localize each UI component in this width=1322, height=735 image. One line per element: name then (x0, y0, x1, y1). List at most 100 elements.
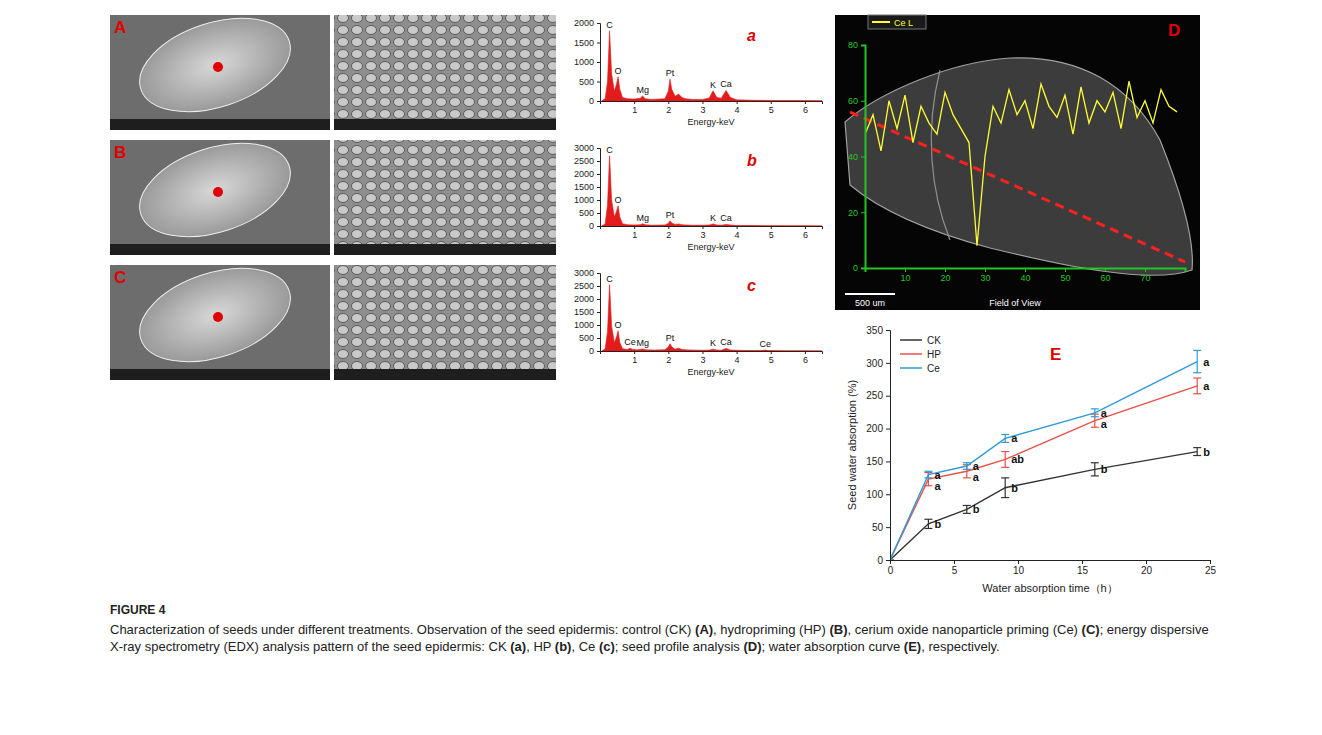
error-cap (924, 485, 932, 486)
sample-point (213, 62, 223, 72)
panel-label: D (1168, 21, 1180, 40)
tick-mark (597, 174, 600, 175)
axis-line (891, 561, 1211, 565)
legend-item: CK (900, 335, 941, 346)
tick-label: 3 (700, 105, 705, 115)
caption-segment: (C) (1082, 622, 1100, 637)
peak-label: Ca (720, 213, 732, 223)
tick: 4 (735, 226, 740, 240)
tick-label: 5 (952, 565, 958, 576)
caption-segment: , cerium oxide nanoparticle priming (Ce) (847, 622, 1081, 637)
tick-mark (597, 43, 600, 44)
error-cap (1001, 467, 1009, 468)
sem-panel: A (110, 1, 556, 130)
tick: 50 (872, 522, 890, 533)
tick-mark (597, 148, 600, 149)
error-cap (1091, 427, 1099, 428)
caption-segment: , Ce (571, 639, 598, 654)
scan-path (850, 112, 1185, 262)
tick-label: 1 (632, 355, 637, 365)
tick-mark (668, 226, 669, 229)
tick-mark (905, 268, 906, 272)
tick-mark (1210, 560, 1211, 564)
panel-label: a (747, 27, 756, 44)
error-line (1005, 478, 1006, 498)
caption-segment: ; water absorption curve (761, 639, 903, 654)
tick: 2 (666, 101, 671, 115)
plot-area (602, 285, 822, 351)
error-bar (1001, 452, 1009, 468)
tick-label: 15 (1077, 565, 1089, 576)
tick: 5 (769, 226, 774, 240)
sem-panel: C (110, 251, 556, 380)
axis-line (597, 24, 601, 102)
tick-mark (886, 429, 890, 430)
tick-label: 500 (579, 333, 594, 343)
tick: 1000 (574, 320, 600, 330)
error-cap (1091, 475, 1099, 476)
error-bar (1001, 434, 1009, 442)
scale-label: 500 um (855, 298, 885, 308)
tick-mark (1025, 268, 1026, 272)
error-cap (1001, 451, 1009, 452)
tick-label: 10 (900, 273, 910, 283)
sem-image (334, 265, 556, 380)
tick-label: 500 (579, 77, 594, 87)
tick-label: 1 (632, 230, 637, 240)
axis-line (601, 227, 823, 230)
tick: 1000 (574, 57, 600, 67)
legend-box (868, 15, 926, 29)
tick-label: 25 (1205, 565, 1217, 576)
peak-label: Pt (666, 68, 675, 78)
panel-label: B (114, 143, 126, 162)
error-cap (924, 471, 932, 472)
tick-mark (1082, 560, 1083, 564)
peak-label: Pt (666, 333, 675, 343)
tick-label: 10 (1013, 565, 1025, 576)
tick-mark (597, 338, 600, 339)
tick-label: 350 (866, 325, 883, 336)
tick-mark (597, 286, 600, 287)
tick-mark (805, 351, 806, 354)
tick: 1500 (574, 182, 600, 192)
peak-label: O (615, 320, 622, 330)
error-cap (1193, 377, 1201, 378)
point-label: a (1203, 380, 1210, 392)
axis-title: Energy-keV (687, 117, 734, 127)
tick-label: 1 (632, 105, 637, 115)
line (890, 386, 1197, 560)
tick: 2500 (574, 281, 600, 291)
axis-line (597, 149, 601, 227)
error-cap (963, 462, 971, 463)
sem-footer (110, 119, 330, 130)
error-line (1005, 434, 1006, 442)
axis-title: Energy-keV (687, 367, 734, 377)
error-bar (1001, 478, 1009, 498)
chart: 123456050010001500200025003000Energy-keV… (574, 143, 823, 252)
error-line (928, 471, 929, 478)
spectrum (602, 156, 822, 226)
seed-shape (128, 1, 302, 129)
spectrum (602, 31, 822, 101)
axis-title: Water absorption time（h） (982, 582, 1117, 594)
tick: 60 (1100, 268, 1110, 283)
tick-label: 2 (666, 355, 671, 365)
tick-label: 60 (1100, 273, 1110, 283)
scale-bar (845, 293, 895, 295)
tick-label: 200 (866, 423, 883, 434)
tick: 3 (700, 351, 705, 365)
tick-mark (886, 560, 890, 561)
axis: 050010001500200025003000 (574, 268, 601, 356)
tick: 3 (700, 226, 705, 240)
tick-mark (597, 299, 600, 300)
tick-label: 3000 (574, 268, 594, 278)
error-cap (924, 528, 932, 529)
plot-area (602, 156, 822, 226)
caption-segment: , respectively. (921, 639, 1000, 654)
tick-label: 50 (872, 522, 884, 533)
axis: 0500100015002000 (574, 18, 601, 106)
tick-label: 0 (877, 555, 883, 566)
tick-mark (634, 226, 635, 229)
legend-swatch (900, 339, 922, 341)
caption-segment: ; seed profile analysis (615, 639, 744, 654)
